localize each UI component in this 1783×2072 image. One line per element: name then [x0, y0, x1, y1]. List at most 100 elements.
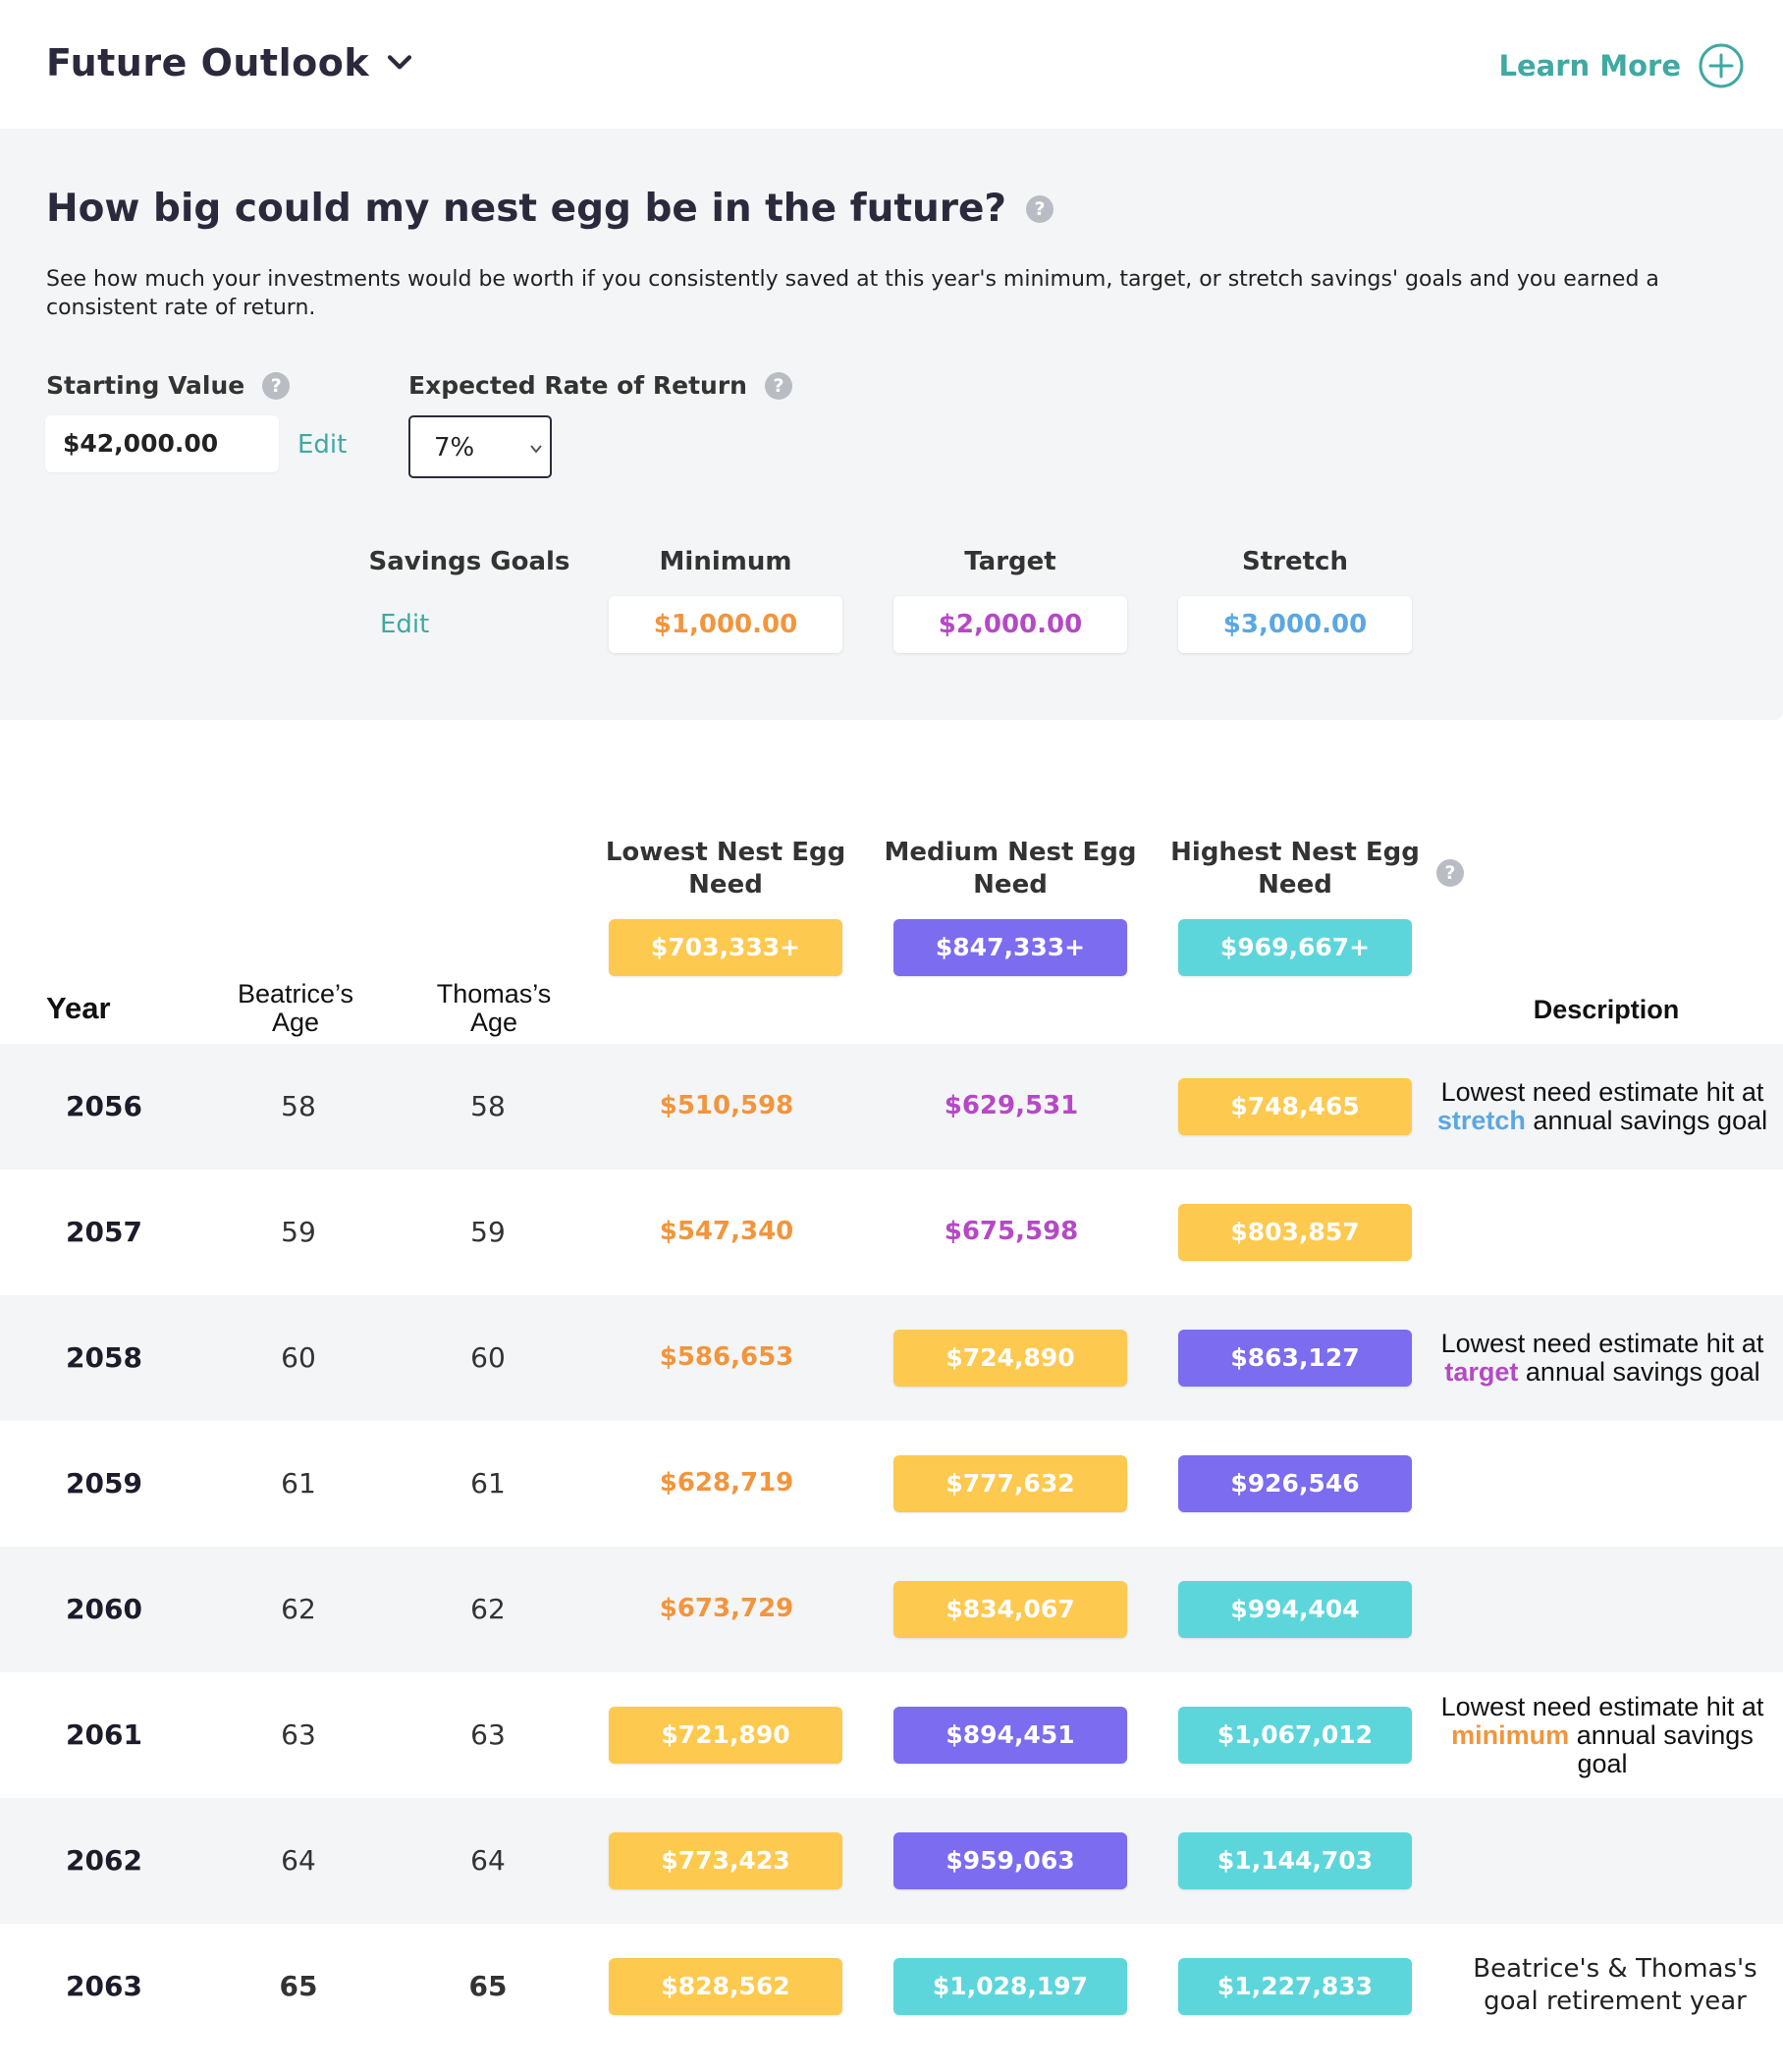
chevron-down-icon — [530, 445, 542, 454]
description-text: Lowest need estimate hit at — [1440, 1077, 1764, 1107]
table-row: 2061 63 63 $721,890 $894,451 $1,067,012 Lowest… — [0, 1672, 1783, 1798]
learn-more-button[interactable]: Learn More — [1498, 43, 1744, 88]
person2-age-cell: 59 — [470, 1216, 506, 1248]
medium-need-value: $675,598 — [944, 1217, 1079, 1246]
medium-need-value: $834,067 — [893, 1581, 1127, 1638]
year-cell: 2058 — [66, 1341, 142, 1374]
person1-age-cell: 63 — [281, 1718, 316, 1751]
table-row: 2058 60 60 $586,653 $724,890 $863,127 Lowest n… — [0, 1295, 1783, 1421]
rate-of-return-label-text: Expected Rate of Return — [408, 371, 747, 400]
starting-value-edit-link[interactable]: Edit — [297, 430, 348, 460]
description-keyword: stretch — [1436, 1106, 1526, 1135]
medium-need-badge: $847,333+ — [893, 919, 1127, 976]
lowest-need-badge: $703,333+ — [609, 919, 842, 976]
person2-age-header: Thomas’s Age — [436, 979, 552, 1037]
year-header: Year — [46, 991, 111, 1025]
highest-need-value: $926,546 — [1178, 1455, 1412, 1512]
table-row: 2059 61 61 $628,719 $777,632 $926,546 — [0, 1421, 1783, 1547]
highest-need-value: $1,144,703 — [1178, 1832, 1412, 1889]
person2-age-cell: 58 — [470, 1090, 506, 1122]
medium-need-value: $959,063 — [893, 1832, 1127, 1889]
description-text: annual savings goal — [1569, 1719, 1754, 1778]
table-row: 2063 65 65 $828,562 $1,028,197 $1,227,833 Beat… — [0, 1924, 1783, 2049]
lowest-need-header: Lowest Nest Egg Need — [605, 838, 846, 900]
minimum-goal-field[interactable]: $1,000.00 — [609, 596, 842, 653]
medium-need-header: Medium Nest Egg Need — [884, 838, 1137, 900]
lowest-need-value: $547,340 — [659, 1217, 794, 1246]
highest-need-value: $1,067,012 — [1178, 1707, 1412, 1764]
person1-age-cell: 64 — [281, 1844, 316, 1877]
description-text: Lowest need estimate hit at — [1440, 1329, 1764, 1358]
help-icon[interactable]: ? — [1026, 194, 1054, 223]
row-description: Lowest need estimate hit at stretch annu… — [1435, 1078, 1769, 1135]
person1-age-cell: 61 — [281, 1467, 316, 1499]
year-cell: 2063 — [66, 1970, 142, 2002]
person2-age-cell: 65 — [468, 1970, 508, 2002]
calculator-panel — [0, 129, 1783, 720]
starting-value-label-text: Starting Value — [46, 371, 245, 400]
person2-age-cell: 64 — [470, 1844, 506, 1877]
learn-more-label: Learn More — [1498, 49, 1681, 82]
highest-need-badge: $969,667+ — [1178, 919, 1412, 976]
starting-value-label: Starting Value ? — [46, 371, 291, 400]
stretch-goal-field[interactable]: $3,000.00 — [1178, 596, 1412, 653]
page-title-dropdown[interactable]: Future Outlook — [46, 41, 416, 84]
person2-age-cell: 61 — [470, 1467, 506, 1499]
target-goal-label: Target — [964, 547, 1056, 576]
highest-need-value: $994,404 — [1178, 1581, 1412, 1638]
highest-need-header: Highest Nest Egg Need — [1170, 838, 1420, 900]
description-header: Description — [1533, 995, 1680, 1024]
year-cell: 2056 — [66, 1090, 142, 1122]
starting-value-field[interactable]: $42,000.00 — [45, 415, 279, 472]
person1-age-cell: 65 — [279, 1970, 318, 2002]
rate-of-return-value: 7% — [434, 433, 475, 463]
person2-age-cell: 63 — [470, 1718, 506, 1751]
rate-of-return-select[interactable]: 7% — [408, 415, 552, 478]
lowest-need-value: $510,598 — [659, 1091, 794, 1120]
highest-need-value: $803,857 — [1178, 1204, 1412, 1261]
lowest-need-value: $773,423 — [609, 1832, 842, 1889]
year-cell: 2057 — [66, 1216, 142, 1248]
lowest-need-value: $828,562 — [609, 1958, 842, 2015]
description-text: annual savings goal — [1525, 1106, 1768, 1135]
minimum-goal-label: Minimum — [659, 547, 792, 576]
chevron-down-icon — [388, 55, 412, 70]
help-icon[interactable]: ? — [1436, 859, 1464, 887]
help-icon[interactable]: ? — [262, 371, 291, 400]
section-heading: How big could my nest egg be in the futu… — [46, 187, 1054, 231]
medium-need-value: $894,451 — [893, 1707, 1127, 1764]
person1-age-cell: 60 — [281, 1341, 316, 1374]
table-row: 2057 59 59 $547,340 $675,598 $803,857 — [0, 1170, 1783, 1295]
savings-goals-edit-link[interactable]: Edit — [380, 610, 430, 639]
table-row: 2060 62 62 $673,729 $834,067 $994,404 — [0, 1547, 1783, 1672]
plus-circle-icon — [1699, 43, 1744, 88]
person1-age-header: Beatrice’s Age — [237, 979, 354, 1037]
highest-need-value: $1,227,833 — [1178, 1958, 1412, 2015]
question-text: How big could my nest egg be in the futu… — [46, 187, 1007, 231]
highest-need-value: $748,465 — [1178, 1078, 1412, 1135]
year-cell: 2059 — [66, 1467, 142, 1499]
section-description: See how much your investments would be w… — [46, 267, 1659, 320]
row-description: Lowest need estimate hit at target annua… — [1435, 1330, 1769, 1387]
lowest-need-value: $628,719 — [659, 1468, 794, 1498]
lowest-need-value: $673,729 — [659, 1594, 794, 1623]
medium-need-value: $1,028,197 — [893, 1958, 1127, 2015]
medium-need-value: $629,531 — [944, 1091, 1079, 1120]
person1-age-cell: 62 — [281, 1593, 316, 1625]
person1-age-cell: 59 — [281, 1216, 316, 1248]
help-icon[interactable]: ? — [764, 371, 792, 400]
year-cell: 2060 — [66, 1593, 142, 1625]
table-row: 2062 64 64 $773,423 $959,063 $1,144,703 — [0, 1798, 1783, 1924]
target-goal-field[interactable]: $2,000.00 — [893, 596, 1127, 653]
person1-age-cell: 58 — [281, 1090, 316, 1122]
rate-of-return-label: Expected Rate of Return ? — [408, 371, 792, 400]
stretch-goal-label: Stretch — [1242, 547, 1348, 576]
medium-need-value: $777,632 — [893, 1455, 1127, 1512]
retirement-note: Beatrice's & Thomas's goal retirement ye… — [1473, 1954, 1757, 2016]
page-title: Future Outlook — [46, 41, 370, 84]
description-keyword: target — [1444, 1357, 1519, 1387]
year-cell: 2061 — [66, 1718, 142, 1751]
highest-need-value: $863,127 — [1178, 1330, 1412, 1387]
year-cell: 2062 — [66, 1844, 142, 1877]
lowest-need-value: $721,890 — [609, 1707, 842, 1764]
